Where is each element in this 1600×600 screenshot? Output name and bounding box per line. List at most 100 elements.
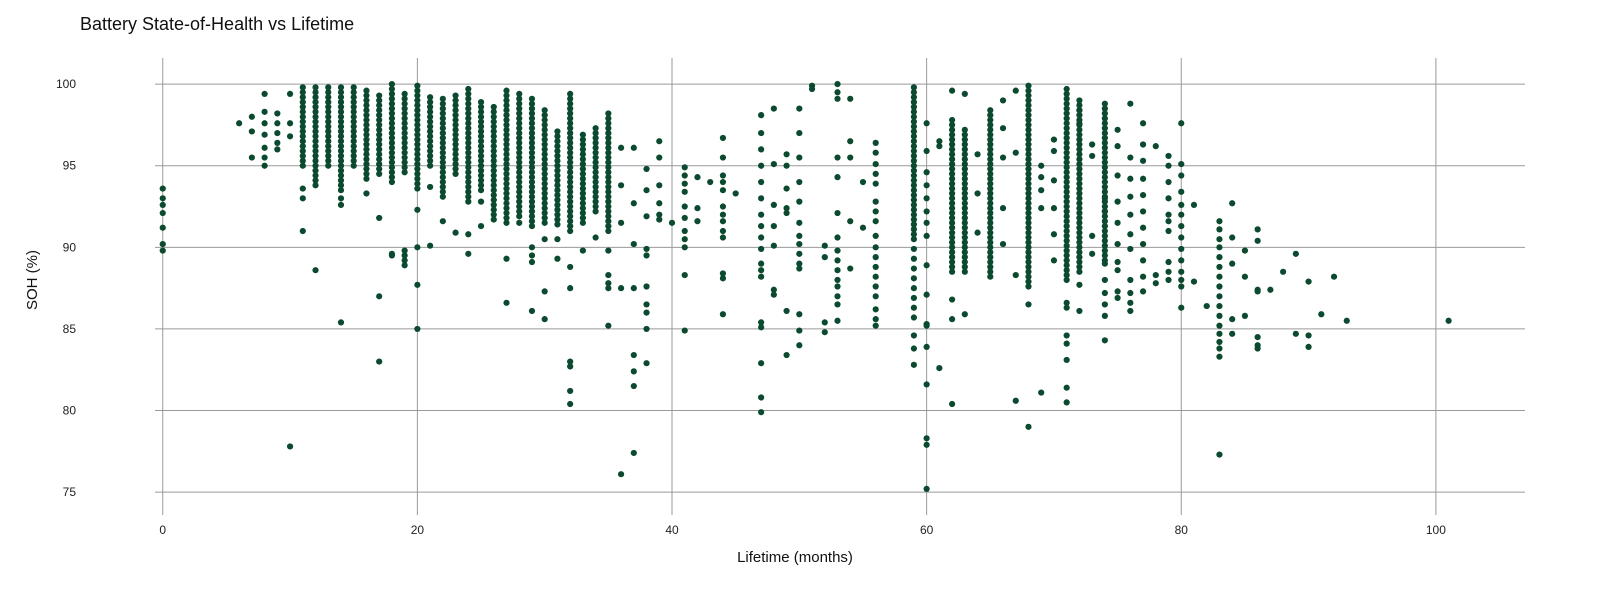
data-point <box>1152 143 1159 150</box>
data-point <box>1012 397 1019 404</box>
data-point <box>1025 165 1032 173</box>
data-point <box>503 131 510 138</box>
data-point <box>490 113 497 120</box>
data-point <box>1025 156 1032 163</box>
data-point <box>1292 330 1299 337</box>
data-point <box>286 120 294 127</box>
data-point <box>439 159 446 166</box>
data-point <box>923 120 930 127</box>
data-point <box>261 162 268 169</box>
data-point <box>948 254 956 261</box>
data-point <box>414 206 421 213</box>
data-point <box>1076 205 1083 212</box>
y-axis-label: SOH (%) <box>24 250 41 310</box>
data-point <box>1076 249 1083 256</box>
data-point <box>528 178 536 186</box>
data-point <box>299 152 306 160</box>
data-point <box>961 254 968 261</box>
data-point <box>312 133 319 140</box>
data-point <box>401 262 408 269</box>
data-point <box>261 144 268 151</box>
data-point <box>388 154 396 161</box>
data-point <box>923 262 930 269</box>
data-point <box>325 157 332 164</box>
data-point <box>1178 257 1185 264</box>
data-point <box>987 273 994 280</box>
data-point <box>299 123 306 130</box>
data-point <box>376 165 383 173</box>
data-point <box>567 95 574 102</box>
data-point <box>1101 154 1108 161</box>
data-point <box>554 182 561 189</box>
data-point <box>948 180 956 187</box>
data-point <box>567 174 574 181</box>
data-point <box>516 90 523 98</box>
data-point <box>541 195 548 202</box>
data-point <box>554 206 561 213</box>
data-point <box>834 234 841 241</box>
data-point <box>592 164 599 171</box>
data-point <box>401 110 408 117</box>
data-point <box>1101 149 1108 156</box>
data-point <box>554 236 561 243</box>
data-point <box>1076 190 1083 197</box>
data-point <box>567 120 574 127</box>
data-point <box>337 172 345 179</box>
data-point <box>1076 120 1083 127</box>
data-point <box>554 143 561 150</box>
data-point <box>961 268 968 275</box>
data-point <box>427 133 434 140</box>
data-point <box>388 105 396 112</box>
data-point <box>325 162 332 169</box>
data-point <box>948 263 956 271</box>
data-point <box>834 301 841 308</box>
data-point <box>337 177 345 184</box>
data-point <box>1076 209 1083 217</box>
data-point <box>605 115 612 122</box>
y-tick-label: 80 <box>63 404 77 418</box>
data-point <box>541 165 548 173</box>
data-point <box>948 87 956 94</box>
data-point <box>1241 273 1249 280</box>
data-point <box>567 223 574 230</box>
data-point <box>961 249 968 256</box>
data-point <box>1038 187 1045 194</box>
data-point <box>1216 263 1223 271</box>
data-point <box>503 116 510 124</box>
data-point <box>643 283 650 290</box>
data-point <box>1063 115 1070 122</box>
data-point <box>567 363 574 370</box>
data-point <box>388 120 396 127</box>
data-point <box>999 205 1007 212</box>
data-point <box>847 138 854 145</box>
data-point <box>299 94 306 101</box>
data-point <box>1229 330 1236 337</box>
data-point <box>1076 126 1083 133</box>
data-point <box>1139 175 1147 182</box>
data-point <box>630 449 637 457</box>
data-point <box>1076 268 1083 275</box>
data-point <box>1063 125 1070 132</box>
data-point <box>490 172 497 179</box>
data-point <box>414 131 421 138</box>
data-point <box>312 157 319 164</box>
data-point <box>363 131 370 138</box>
data-point <box>1152 271 1159 279</box>
data-point <box>1025 219 1032 226</box>
data-point <box>1114 294 1121 302</box>
data-point <box>503 126 510 133</box>
data-point <box>758 178 765 186</box>
data-point <box>528 223 536 230</box>
data-point <box>643 309 650 316</box>
data-point <box>1139 288 1147 295</box>
data-point <box>1101 120 1108 127</box>
data-point <box>452 116 459 124</box>
data-point <box>299 195 306 202</box>
data-point <box>1101 144 1108 151</box>
data-point <box>1114 288 1121 295</box>
data-point <box>910 255 917 262</box>
data-point <box>274 110 281 117</box>
data-point <box>605 144 612 151</box>
data-point <box>1063 227 1070 235</box>
data-point <box>465 154 472 161</box>
